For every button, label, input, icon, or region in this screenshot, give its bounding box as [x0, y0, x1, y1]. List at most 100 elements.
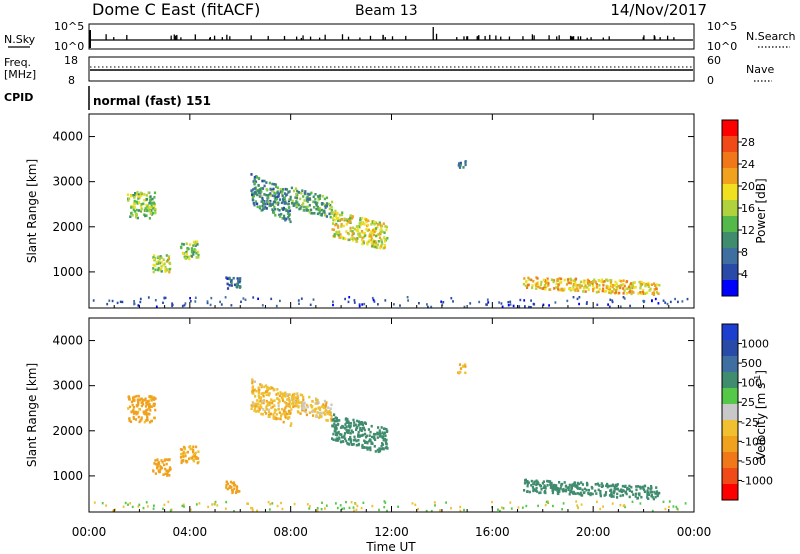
data-cell [270, 406, 273, 410]
data-cell [630, 292, 633, 296]
data-cell [633, 286, 636, 289]
data-cell [348, 443, 351, 446]
data-cell [630, 490, 634, 494]
data-cell [623, 284, 626, 288]
data-cell [608, 287, 611, 291]
data-cell [287, 412, 290, 416]
data-cell [356, 237, 359, 240]
data-cell [153, 257, 156, 261]
data-cell [547, 480, 550, 483]
data-cell [302, 404, 305, 408]
data-cell [275, 202, 278, 205]
data-cell [301, 189, 304, 192]
data-cell [184, 454, 187, 458]
data-cell [341, 435, 344, 439]
ground-speckle [623, 504, 626, 507]
data-cell [133, 199, 136, 203]
data-cell [182, 252, 185, 255]
data-cell [150, 399, 153, 402]
data-cell [300, 191, 303, 195]
data-cell [259, 403, 262, 407]
data-cell [630, 485, 633, 489]
data-cell [138, 408, 142, 411]
ground-speckle [116, 301, 119, 305]
data-cell [635, 485, 638, 488]
data-cell [535, 287, 538, 290]
freq-tick-high: 18 [64, 54, 78, 67]
data-cell [133, 399, 136, 402]
data-cell [283, 196, 286, 200]
data-cell [650, 485, 653, 488]
data-cell [276, 397, 279, 401]
data-cell [563, 278, 566, 282]
colorbar-tick-label: 12 [741, 224, 755, 237]
data-cell [254, 405, 257, 408]
data-cell [252, 389, 256, 392]
data-cell [569, 287, 572, 290]
ground-speckle [576, 297, 579, 301]
data-cell [154, 264, 157, 267]
data-cell [308, 411, 311, 414]
data-cell [236, 488, 239, 492]
data-cell [535, 284, 538, 287]
ground-speckle [608, 305, 611, 308]
data-cell [192, 453, 195, 457]
data-cell [349, 214, 352, 217]
data-cell [624, 484, 627, 488]
data-cell [573, 491, 576, 495]
data-cell [150, 405, 154, 408]
data-cell [256, 202, 259, 206]
data-cell [138, 201, 141, 204]
data-cell [153, 402, 156, 406]
data-cell [344, 237, 347, 241]
data-cell [287, 417, 290, 420]
data-cell [364, 422, 367, 425]
data-cell [278, 198, 282, 201]
data-cell [542, 486, 545, 489]
data-cell [331, 437, 334, 440]
data-cell [550, 486, 553, 489]
data-cell [150, 203, 153, 207]
data-cell [317, 195, 320, 199]
ground-speckle [440, 300, 443, 303]
data-cell [384, 434, 387, 437]
ground-speckle [92, 299, 95, 302]
data-cell [634, 495, 637, 498]
data-cell [569, 281, 572, 285]
colorbar-block [722, 404, 738, 421]
data-cell [181, 448, 184, 451]
data-cell [132, 405, 136, 409]
data-cell [640, 280, 643, 284]
data-cell [306, 200, 309, 204]
colorbar-block [722, 280, 738, 297]
data-cell [361, 446, 364, 449]
data-cell [286, 403, 289, 407]
data-cell [368, 434, 371, 437]
data-cell [542, 278, 545, 282]
data-cell [167, 470, 170, 473]
data-cell [154, 408, 157, 412]
data-cell [380, 244, 383, 247]
data-cell [273, 205, 276, 209]
data-cell [310, 208, 313, 212]
data-cell [287, 202, 290, 206]
data-cell [166, 458, 169, 461]
nave-tick-low: 0 [707, 74, 714, 87]
ground-speckle [251, 507, 254, 510]
ground-speckle [545, 500, 548, 503]
data-cell [273, 207, 277, 211]
data-cell [180, 461, 183, 465]
colorbar-tick-label: 28 [741, 136, 755, 149]
data-cell [147, 191, 150, 194]
ground-speckle [629, 304, 631, 308]
data-cell [261, 199, 264, 202]
data-cell [253, 176, 256, 179]
data-cell [150, 419, 153, 423]
data-cell [314, 198, 317, 201]
ground-speckle [518, 305, 521, 308]
data-cell [345, 421, 348, 424]
data-cell [256, 404, 259, 407]
data-cell [536, 277, 539, 280]
data-cell [144, 208, 147, 212]
